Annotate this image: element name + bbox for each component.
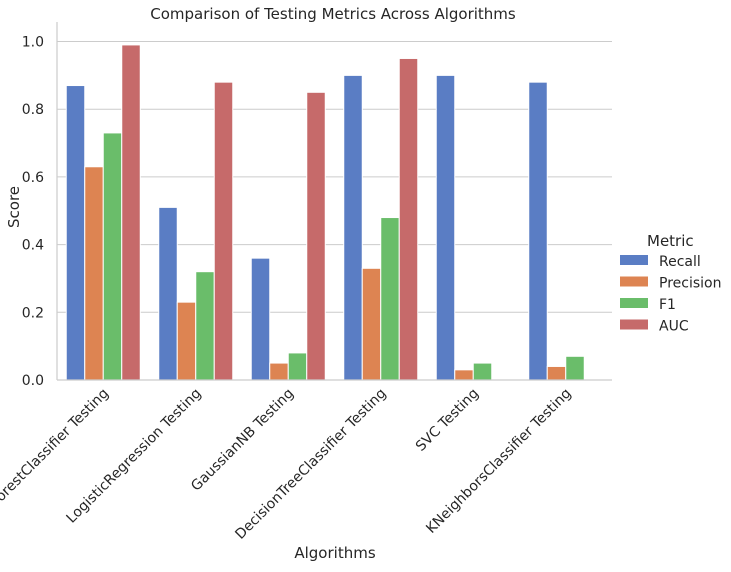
x-axis-label: Algorithms bbox=[294, 544, 375, 562]
y-tick-label: 1.0 bbox=[22, 35, 44, 51]
bar-recall-4 bbox=[435, 74, 456, 381]
y-tick-label: 0.8 bbox=[22, 102, 44, 118]
legend-swatch-auc bbox=[620, 319, 648, 330]
y-tick-labels: 0.0 0.2 0.4 0.6 0.8 1.0 bbox=[22, 35, 44, 389]
legend-label-f1: F1 bbox=[659, 297, 676, 313]
legend-swatch-f1 bbox=[620, 298, 648, 308]
x-tick-label: KNeighborsClassifier Testing bbox=[423, 386, 574, 537]
bar-precision-5 bbox=[546, 365, 567, 381]
x-tick-label: RandomForestClassifier Testing bbox=[0, 386, 112, 552]
bar-recall-3 bbox=[343, 74, 363, 381]
bar-recall-1 bbox=[158, 206, 178, 381]
bar-precision-2 bbox=[269, 362, 289, 381]
x-tick-labels: RandomForestClassifier TestingLogisticRe… bbox=[0, 386, 575, 552]
legend-label-auc: AUC bbox=[659, 319, 689, 335]
legend-swatch-precision bbox=[620, 276, 648, 287]
legend-label-precision: Precision bbox=[659, 276, 721, 292]
bars-layer bbox=[65, 44, 585, 381]
bar-f1-0 bbox=[102, 132, 123, 381]
bar-f1-4 bbox=[472, 362, 493, 381]
axes bbox=[56, 22, 612, 381]
bar-precision-0 bbox=[84, 166, 104, 381]
bar-f1-3 bbox=[380, 217, 400, 381]
bar-precision-3 bbox=[361, 267, 382, 381]
bar-auc-1 bbox=[213, 81, 234, 381]
bar-recall-0 bbox=[65, 85, 86, 381]
x-tick-label: GaussianNB Testing bbox=[188, 386, 297, 495]
y-tick-label: 0.6 bbox=[22, 170, 44, 186]
bar-f1-1 bbox=[195, 271, 215, 381]
bar-precision-4 bbox=[454, 369, 474, 381]
y-axis-label: Score bbox=[5, 186, 23, 228]
x-tick-label: SVC Testing bbox=[413, 386, 482, 455]
bar-auc-2 bbox=[306, 91, 326, 381]
bar-recall-5 bbox=[528, 81, 548, 381]
bar-auc-3 bbox=[398, 57, 419, 381]
y-tick-label: 0.0 bbox=[22, 373, 44, 389]
bar-f1-2 bbox=[287, 352, 308, 381]
y-tick-label: 0.2 bbox=[22, 305, 44, 321]
bar-auc-0 bbox=[121, 44, 141, 381]
x-tick-label: DecisionTreeClassifier Testing bbox=[232, 386, 389, 543]
y-tick-label: 0.4 bbox=[22, 238, 44, 254]
chart-title: Comparison of Testing Metrics Across Alg… bbox=[150, 5, 516, 23]
legend: Metric Recall Precision F1 AUC bbox=[620, 232, 721, 335]
legend-title: Metric bbox=[647, 232, 694, 250]
bar-recall-2 bbox=[250, 257, 271, 381]
bar-precision-1 bbox=[176, 301, 197, 381]
legend-label-recall: Recall bbox=[659, 254, 701, 270]
bar-f1-5 bbox=[565, 355, 585, 381]
legend-swatch-recall bbox=[620, 255, 648, 265]
